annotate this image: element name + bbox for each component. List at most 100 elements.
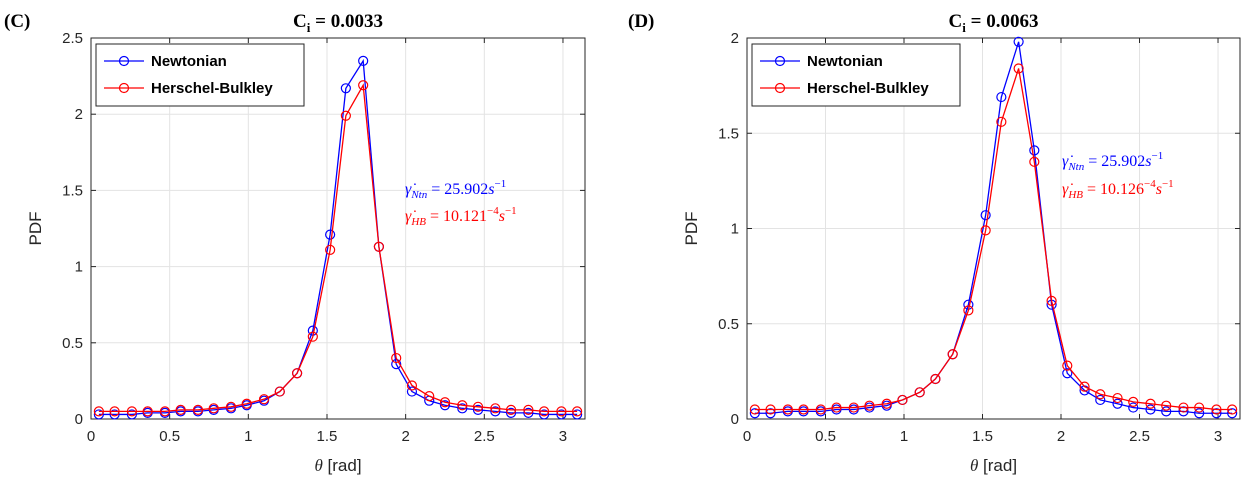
chart-d-xtick-label: 3: [1214, 428, 1222, 445]
chart-c-xlabel: θ [rad]: [314, 456, 361, 475]
chart-d-data-point: [1046, 295, 1057, 306]
chart-c-data-point: [572, 406, 583, 417]
chart-d-xtick-label: 1: [900, 428, 908, 445]
chart-d-legend-swatch-marker: [774, 82, 786, 94]
chart-c-data-point: [175, 404, 186, 415]
chart-c-ytick-label: 2: [75, 106, 83, 123]
chart-c-title-sub: i: [307, 20, 311, 35]
chart-c-data-point: [457, 400, 468, 411]
chart-c-annotation-value: = 10.121: [426, 208, 487, 225]
chart-d-data-point: [1161, 406, 1172, 417]
chart-d-data-point: [1013, 63, 1024, 74]
chart-c-data-point: [358, 55, 369, 66]
chart-d-data-point: [1128, 396, 1139, 407]
chart-d-title: Ci = 0.0063: [949, 11, 1039, 35]
chart-c-data-point: [523, 407, 534, 419]
chart-d-title-rest: = 0.0063: [966, 11, 1039, 32]
chart-d-data-point: [1145, 398, 1156, 409]
chart-c-ytick-label: 2.5: [62, 30, 83, 47]
chart-d-data-point: [815, 404, 826, 415]
chart-c-data-point: [159, 406, 171, 417]
chart-d-series-line: [754, 41, 1233, 414]
chart-c-data-point: [505, 407, 517, 419]
chart-d-ylabel: PDF: [682, 212, 701, 246]
chart-c-xtick-label: 2: [401, 428, 409, 445]
chart-c-data-point: [258, 394, 270, 405]
chart-d-data-point: [1029, 156, 1040, 167]
chart-c-data-point: [538, 406, 550, 417]
chart-d-data-point: [1062, 360, 1073, 371]
chart-d-data-point: [1211, 404, 1222, 415]
chart-c-annotation-unit-exp: −1: [494, 178, 506, 190]
chart-c-xtick-label: 3: [559, 428, 567, 445]
chart-c-panel-label: (C): [4, 11, 30, 32]
chart-c-annotation-sub: Ntn: [410, 189, 427, 201]
chart-c-data-point: [241, 398, 252, 409]
chart-d-data-point: [1178, 406, 1189, 417]
chart-d-legend-label: Herschel-Bulkley: [807, 80, 929, 97]
chart-d-legend-box: [751, 43, 961, 107]
chart-c-ytick-label: 1: [75, 259, 83, 276]
chart-c-data-point: [109, 409, 120, 420]
chart-d-data-point: [914, 387, 925, 398]
chart-c-data-point: [192, 404, 204, 415]
chart-d-data-point: [848, 402, 859, 413]
chart-c-data-point: [472, 401, 484, 412]
chart-d-ytick-label: 0: [731, 411, 739, 428]
chart-d-data-point: [831, 402, 842, 413]
chart-d-data-point: [749, 408, 760, 419]
chart-c-data-point: [424, 391, 435, 402]
chart-d-data-point: [1013, 36, 1024, 47]
chart-d-title-main: C: [949, 11, 963, 32]
chart-d-series-herschel-bulkley: [749, 63, 1238, 415]
chart-d-data-point: [1128, 402, 1139, 413]
chart-d-data-point: [765, 404, 776, 415]
chart-d-annotation-symbol: γ̇: [1062, 181, 1073, 198]
chart-d-xtick-label: 2: [1057, 428, 1065, 445]
chart-c-data-point: [126, 406, 138, 417]
chart-c-ylabel: PDF: [26, 212, 45, 246]
chart-c-xtick-label: 2.5: [474, 428, 495, 445]
chart-d-svg: 0 0.5 1 1.5 2 2.5 3 0 0.5 1 1.5 2 θ [rad] PDF Ci = 0.0…: [628, 11, 1241, 475]
chart-panel-c: 0 0.5 1 1.5 2 2.5 3 0 0.5 1 1.5 2 2.5 θ [rad] PDF Ci = …: [0, 0, 624, 488]
chart-d-data-point: [1194, 408, 1205, 419]
chart-c-data-point: [126, 409, 138, 420]
chart-c-series-newtonian: [93, 55, 583, 420]
chart-d-xlabel: θ [rad]: [970, 456, 1017, 475]
chart-c-legend-box: [95, 43, 305, 107]
chart-d-data-point: [996, 91, 1007, 103]
chart-d-annotation-unit: s: [1145, 153, 1151, 170]
chart-c-data-point: [439, 397, 451, 408]
chart-c-data-point: [572, 409, 583, 420]
chart-d-legend-label: Newtonian: [807, 53, 883, 70]
chart-c-xtick-label: 1: [244, 428, 252, 445]
chart-c-data-point: [208, 403, 219, 414]
chart-c-annotation: γ̇Ntn = 25.902s−1: [405, 178, 506, 201]
chart-c-annotation: γ̇HB = 10.121−4s−1: [405, 205, 517, 228]
chart-d-data-point: [881, 398, 892, 409]
chart-c-legend-swatch-marker: [118, 55, 130, 67]
chart-d-data-point: [897, 394, 908, 406]
chart-d-data-point: [782, 404, 793, 415]
chart-c-annotation-unit-exp: −1: [505, 205, 517, 217]
chart-d-data-point: [1062, 368, 1073, 379]
chart-d-data-point: [1161, 400, 1172, 411]
chart-d-data-point: [980, 210, 991, 221]
chart-c-plot-frame: [90, 37, 586, 420]
chart-c-ytick-label: 0: [75, 411, 83, 428]
chart-d-annotation-unit-exp: −1: [1162, 178, 1174, 190]
chart-d-legend: Newtonian Herschel-Bulkley: [751, 43, 961, 107]
chart-d-series-line: [754, 68, 1233, 411]
chart-d-title-sub: i: [962, 20, 966, 35]
chart-d-ytick-label: 1.5: [718, 125, 739, 142]
chart-c-data-point: [93, 409, 104, 420]
chart-d-data-point: [947, 349, 958, 360]
chart-c-data-point: [457, 403, 468, 414]
chart-c-xlabel-unit: [rad]: [323, 456, 362, 475]
chart-c-data-point: [538, 409, 550, 420]
chart-d-xlabel-symbol: θ: [970, 456, 978, 475]
chart-d-data-point: [749, 404, 760, 415]
chart-c-data-point: [291, 368, 303, 379]
chart-c-data-point: [490, 403, 501, 414]
chart-c-xtick-label: 0: [87, 428, 95, 445]
